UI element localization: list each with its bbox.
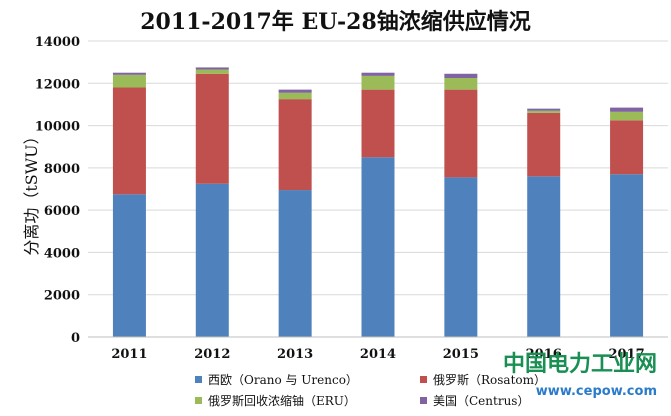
- x-tick-labels: 2011 2012 2013 2014 2015 2016 2017: [111, 347, 644, 362]
- y-tick-label: 6000: [44, 204, 80, 219]
- watermark: 中国电力工业网 www.cepow.com: [503, 346, 657, 399]
- y-tick-label: 2000: [44, 289, 80, 304]
- x-tick-label: 2014: [360, 347, 396, 362]
- bar-segment-2012-series-3: [195, 67, 229, 70]
- bar-segment-2016-series-2: [527, 110, 561, 113]
- x-tick-label: 2015: [443, 347, 479, 362]
- bar-segment-2012-series-0: [195, 183, 229, 337]
- bar-segment-2015-series-0: [444, 177, 478, 337]
- legend-label: 俄罗斯回收浓缩铀（ERU）: [208, 394, 356, 408]
- bar-segment-2014-series-2: [361, 75, 395, 90]
- y-tick-label: 4000: [44, 246, 80, 261]
- y-tick-label: 14000: [35, 35, 80, 50]
- bar-segment-2011-series-3: [112, 72, 146, 75]
- bar-segment-2017-series-3: [610, 107, 644, 112]
- legend-item-eru: 俄罗斯回收浓缩铀（ERU）: [195, 392, 356, 409]
- bar-segment-2014-series-1: [361, 89, 395, 158]
- bar-segment-2015-series-3: [444, 73, 478, 78]
- bar-segment-2015-series-2: [444, 78, 478, 90]
- legend-label: 西欧（Orano 与 Urenco）: [208, 373, 358, 387]
- x-tick-label: 2013: [277, 347, 313, 362]
- legend: 西欧（Orano 与 Urenco） 俄罗斯（Rosatom） 俄罗斯回收浓缩铀…: [195, 366, 615, 412]
- bar-segment-2013-series-0: [278, 190, 312, 337]
- bar-segment-2017-series-2: [610, 111, 644, 121]
- bar-segment-2016-series-1: [527, 112, 561, 177]
- legend-swatch: [195, 376, 202, 383]
- watermark-title: 中国电力工业网: [502, 352, 657, 377]
- bar-segment-2012-series-1: [195, 73, 229, 184]
- legend-item-western-europe: 西欧（Orano 与 Urenco）: [195, 371, 358, 388]
- y-tick-label: 10000: [35, 120, 80, 135]
- legend-swatch: [195, 397, 202, 404]
- bar-segment-2012-series-2: [195, 69, 229, 74]
- bar-segment-2014-series-3: [361, 72, 395, 76]
- legend-label: 美国（Centrus）: [433, 394, 530, 408]
- y-tick-labels: 0 2000 4000 6000 8000 10000 12000 14000: [35, 35, 80, 346]
- bar-segment-2011-series-1: [112, 87, 146, 195]
- y-tick-label: 12000: [35, 77, 80, 92]
- chart-title: 2011-2017年 EU-28铀浓缩供应情况: [140, 9, 531, 35]
- legend-item-rosatom: 俄罗斯（Rosatom）: [420, 371, 546, 388]
- bar-segment-2017-series-1: [610, 120, 644, 175]
- y-tick-label: 8000: [44, 162, 80, 177]
- bar-segment-2011-series-0: [112, 194, 146, 337]
- bar-segment-2015-series-1: [444, 89, 478, 178]
- bar-segment-2013-series-1: [278, 99, 312, 191]
- legend-label: 俄罗斯（Rosatom）: [433, 373, 546, 387]
- x-tick-label: 2012: [194, 347, 230, 362]
- legend-item-centrus: 美国（Centrus）: [420, 392, 529, 409]
- watermark-url: www.cepow.com: [535, 384, 657, 399]
- x-tick-label: 2016: [526, 347, 562, 362]
- bar-segment-2016-series-0: [527, 176, 561, 337]
- legend-swatch: [420, 397, 427, 404]
- y-tick-label: 0: [71, 331, 80, 346]
- bar-segment-2013-series-3: [278, 89, 312, 93]
- bar-segment-2017-series-0: [610, 174, 644, 337]
- bar-segment-2016-series-3: [527, 108, 561, 111]
- legend-swatch: [420, 376, 427, 383]
- x-tick-label: 2017: [608, 347, 644, 362]
- bar-series: [112, 67, 644, 337]
- bar-segment-2013-series-2: [278, 92, 312, 100]
- bar-segment-2014-series-0: [361, 157, 395, 337]
- x-tick-label: 2011: [111, 347, 147, 362]
- bar-segment-2011-series-2: [112, 74, 146, 88]
